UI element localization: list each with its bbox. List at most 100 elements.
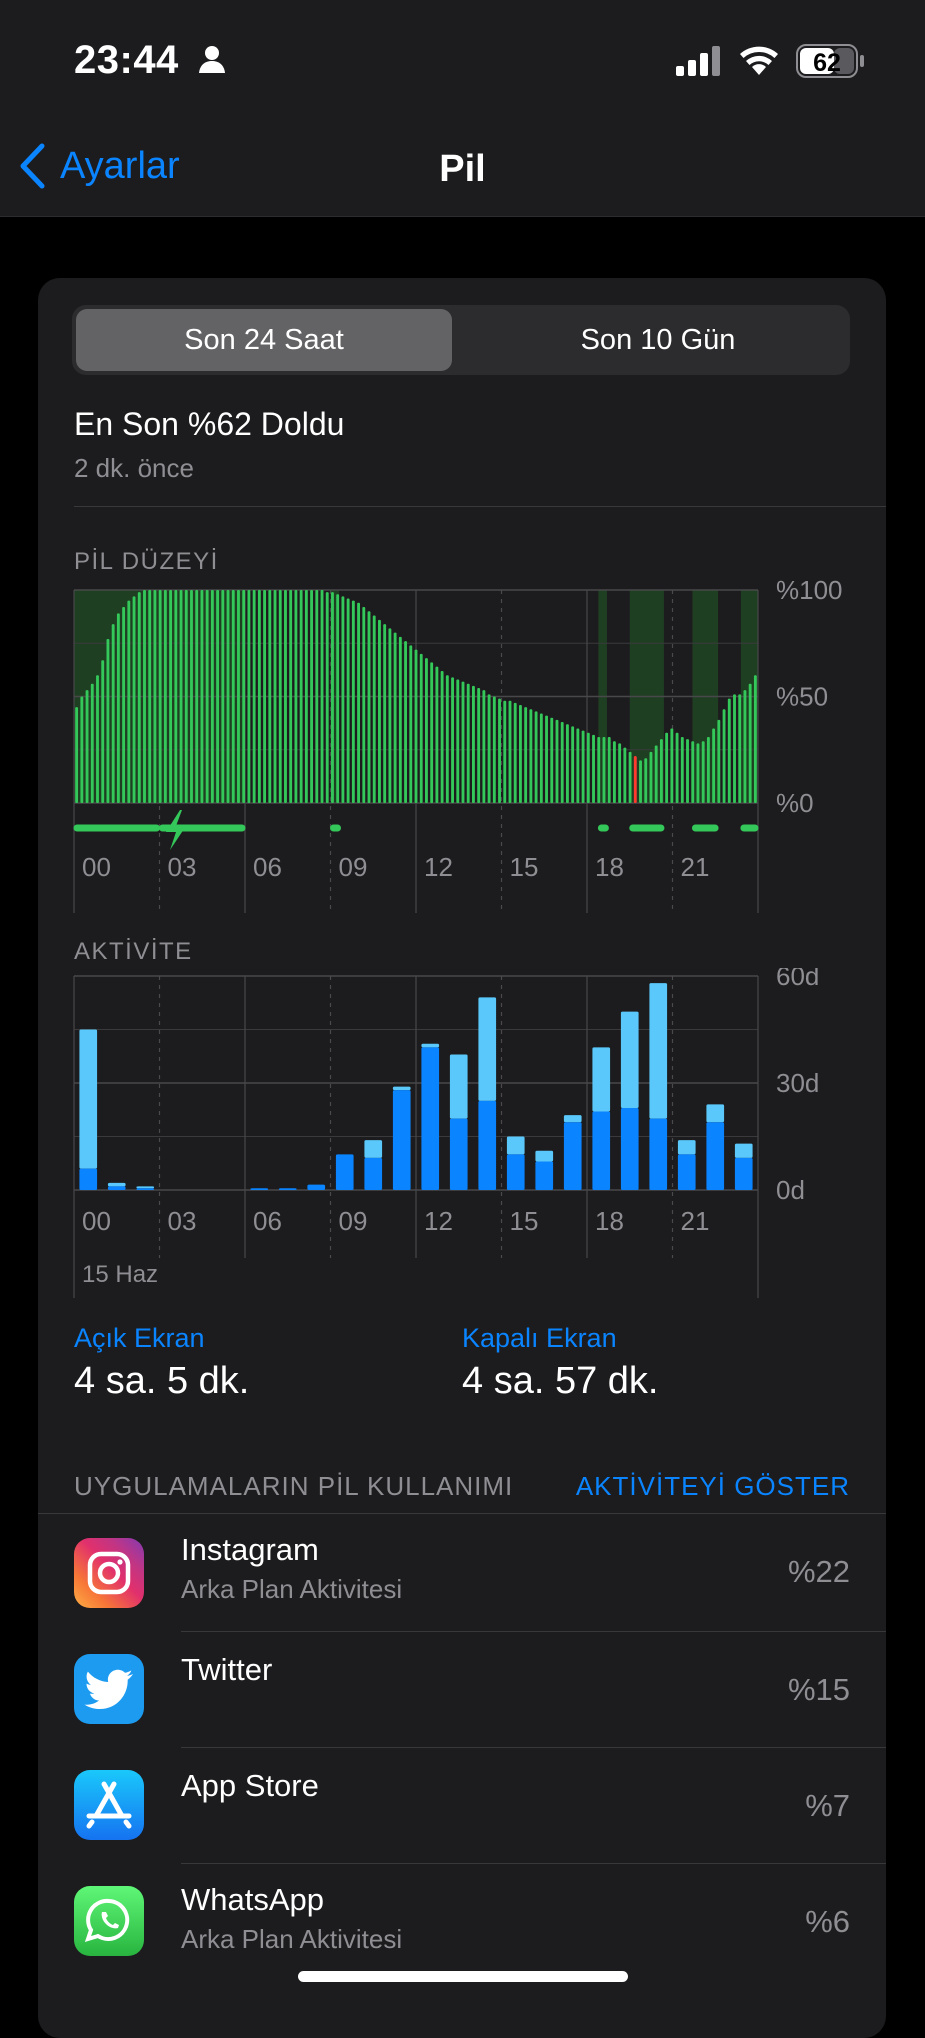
battery-bar [200, 590, 204, 803]
screen-off-bar [592, 1047, 611, 1112]
battery-bar [169, 590, 173, 803]
battery-bar [346, 598, 350, 803]
battery-bar [221, 590, 225, 803]
battery-bar [179, 590, 183, 803]
battery-bar [278, 590, 282, 803]
app-row-app-store[interactable]: App Store %7 [38, 1748, 886, 1864]
battery-bar [743, 690, 747, 803]
twitter-icon [74, 1654, 144, 1724]
screen-off-bar [478, 997, 497, 1101]
home-indicator[interactable] [298, 1971, 628, 1982]
screen-off-bar [364, 1140, 383, 1158]
divider [181, 1747, 886, 1748]
app-percent: %7 [805, 1788, 850, 1823]
battery-bar [122, 607, 126, 803]
screen-on-bar [421, 1047, 440, 1190]
x-tick-label: 21 [681, 1206, 710, 1236]
battery-bar [226, 590, 230, 803]
battery-bar [148, 590, 152, 803]
x-tick-label: 06 [253, 1206, 282, 1236]
x-tick-label: 15 [510, 852, 539, 882]
battery-bar [492, 696, 496, 803]
screen-off-bar [79, 1029, 98, 1169]
battery-bar [409, 645, 413, 803]
battery-bar [388, 628, 392, 803]
tab-last-10-days[interactable]: Son 10 Gün [580, 323, 736, 356]
battery-bar [607, 736, 611, 803]
battery-bar [205, 590, 209, 803]
y-tick-label: %100 [776, 578, 843, 605]
battery-bar [137, 592, 141, 803]
back-button[interactable]: Ayarlar [18, 138, 180, 194]
battery-bar [419, 653, 423, 803]
battery-bar [383, 624, 387, 803]
x-tick-label: 15 [510, 1206, 539, 1236]
battery-bar [665, 732, 669, 803]
screen-on-bar [335, 1154, 354, 1190]
battery-bar [237, 590, 240, 803]
battery-bar [398, 636, 402, 803]
battery-bar [242, 590, 246, 803]
battery-bar [247, 590, 251, 803]
screen-off-bar [706, 1104, 725, 1123]
battery-level-label: PİL DÜZEYİ [74, 548, 219, 575]
show-activity-button[interactable]: AKTİVİTEYİ GÖSTER [575, 1471, 850, 1501]
battery-bar [456, 679, 460, 803]
battery-bar [153, 590, 157, 803]
screen-off-bar [649, 983, 668, 1119]
screen-on-bar [307, 1184, 326, 1190]
screen-on-bar [592, 1111, 611, 1190]
battery-bar [304, 590, 308, 803]
tab-last-24-hours[interactable]: Son 24 Saat [76, 309, 452, 371]
app-name: Instagram [181, 1532, 319, 1567]
battery-bar [649, 751, 653, 803]
screen-off-bar [421, 1043, 440, 1048]
battery-bar [753, 675, 757, 803]
battery-bar [555, 719, 559, 803]
screen-on-bar [449, 1118, 468, 1190]
last-charged-time: 2 dk. önce [74, 453, 194, 483]
battery-bar [80, 696, 84, 803]
battery-bar [659, 739, 663, 803]
activity-label: AKTİVİTE [74, 938, 193, 965]
battery-bar [513, 702, 517, 803]
battery-bar [357, 602, 361, 803]
battery-bar [174, 590, 178, 803]
battery-bar [372, 615, 376, 803]
battery-bar [727, 698, 731, 803]
app-row-instagram[interactable]: Instagram Arka Plan Aktivitesi %22 [38, 1514, 886, 1632]
battery-bar [320, 590, 324, 803]
battery-bar [143, 590, 146, 803]
battery-bar [106, 638, 110, 803]
app-row-whatsapp[interactable]: WhatsApp Arka Plan Aktivitesi %6 [38, 1864, 886, 1982]
app-row-twitter[interactable]: Twitter %15 [38, 1632, 886, 1748]
battery-bar [565, 724, 569, 803]
divider [181, 1863, 886, 1864]
app-percent: %22 [787, 1554, 850, 1589]
chevron-left-icon [20, 143, 45, 189]
battery-bar [273, 590, 277, 803]
battery-bar [430, 662, 434, 803]
y-tick-label: 30d [776, 1068, 819, 1098]
battery-bar [195, 590, 199, 803]
battery-bar [639, 760, 642, 803]
battery-bar [268, 590, 272, 803]
battery-bar [163, 590, 167, 803]
app-subtitle: Arka Plan Aktivitesi [181, 1924, 403, 1954]
battery-bar [738, 694, 742, 803]
app-name: WhatsApp [181, 1882, 325, 1917]
date-label: 15 Haz [82, 1261, 158, 1288]
battery-bar [518, 705, 522, 803]
back-label[interactable]: Ayarlar [60, 144, 180, 187]
battery-bar [508, 700, 512, 803]
screen-on-label: Açık Ekran [74, 1323, 205, 1353]
battery-bar [748, 683, 752, 803]
battery-bar [127, 600, 131, 803]
battery-bar [482, 690, 486, 803]
screen-on-bar [677, 1154, 696, 1190]
divider [181, 1631, 886, 1632]
battery-bar [712, 728, 716, 803]
screen-on-bar [706, 1122, 725, 1190]
battery-bar [529, 709, 533, 803]
app-store-icon [74, 1770, 144, 1840]
